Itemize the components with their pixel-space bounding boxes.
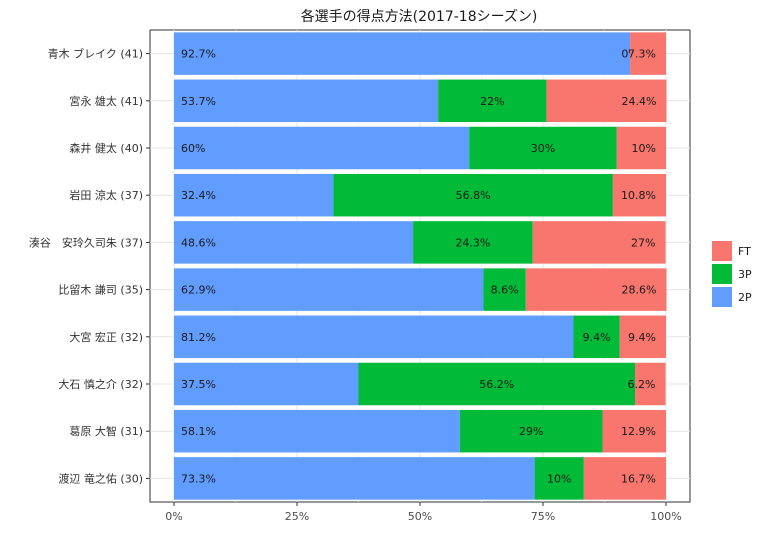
data-label: 27%	[631, 236, 655, 249]
bar-ft	[619, 315, 666, 359]
data-label: 60%	[181, 142, 205, 155]
bar-3p	[483, 268, 526, 311]
category-label: 宮永 雄太 (41)	[69, 94, 143, 108]
data-label: 92.7%	[181, 48, 216, 61]
x-tick-label: 100%	[650, 510, 681, 523]
data-label: 10.8%	[621, 189, 656, 202]
data-label: 24.3%	[455, 236, 490, 249]
bar-2p	[174, 32, 631, 75]
data-label: 7.3%	[628, 48, 656, 61]
category-label: 森井 健太 (40)	[69, 141, 143, 155]
category-label: 渡辺 竜之佑 (30)	[58, 471, 143, 485]
data-label: 22%	[480, 95, 504, 108]
bar-2p	[174, 315, 574, 359]
bars: 92.7%0%7.3%53.7%22%24.4%60%30%10%32.4%56…	[174, 32, 667, 500]
bar-ft	[583, 457, 666, 500]
legend-label: 3P	[738, 268, 752, 281]
bar-2p	[174, 457, 535, 500]
data-label: 10%	[547, 472, 571, 485]
bar-ft	[612, 173, 666, 217]
bar-2p	[174, 126, 470, 170]
data-label: 32.4%	[181, 189, 216, 202]
legend-label: FT	[738, 245, 751, 258]
bar-ft	[532, 221, 666, 264]
bar-3p	[534, 457, 584, 500]
chart-title: 各選手の得点方法(2017-18シーズン)	[301, 8, 538, 25]
bar-3p	[573, 315, 620, 359]
data-label: 30%	[531, 142, 555, 155]
data-label: 29%	[519, 425, 543, 438]
x-tick-label: 50%	[408, 510, 432, 523]
category-label: 大石 慎之介 (32)	[58, 377, 143, 391]
category-label: 比留木 謙司 (35)	[58, 284, 143, 297]
data-label: 53.7%	[181, 95, 216, 108]
bar-2p	[174, 221, 414, 264]
bar-3p	[469, 126, 617, 170]
data-label: 81.2%	[181, 331, 216, 344]
bar-2p	[174, 362, 359, 406]
data-label: 9.4%	[628, 331, 656, 344]
category-label: 大宮 宏正 (32)	[69, 330, 143, 344]
data-label: 9.4%	[583, 331, 611, 344]
bar-3p	[413, 221, 533, 264]
x-axis: 0% 25% 50% 75% 100%	[165, 502, 682, 523]
bar-2p	[174, 79, 439, 123]
legend: FT 3P 2P	[712, 241, 752, 307]
bar-ft	[546, 79, 667, 123]
bar-ft	[616, 126, 666, 170]
legend-key-ft	[712, 241, 732, 261]
x-tick-label: 75%	[531, 510, 555, 523]
x-tick-label: 25%	[285, 510, 309, 523]
data-label: 58.1%	[181, 425, 216, 438]
category-label: 青木 ブレイク (41)	[48, 47, 143, 61]
data-label: 48.6%	[181, 236, 216, 249]
bar-ft	[635, 362, 666, 406]
legend-label: 2P	[738, 291, 752, 304]
data-label: 16.7%	[621, 472, 656, 485]
data-label: 56.8%	[456, 189, 491, 202]
x-tick-label: 0%	[165, 510, 182, 523]
legend-key-3p	[712, 264, 732, 284]
data-label: 37.5%	[181, 378, 216, 391]
bar-3p	[438, 79, 547, 123]
bar-3p	[358, 362, 636, 406]
bar-ft	[525, 268, 667, 311]
category-labels: 青木 ブレイク (41) 宮永 雄太 (41) 森井 健太 (40) 岩田 涼太 (3…	[29, 47, 150, 485]
data-label: 62.9%	[181, 284, 216, 297]
data-label: 73.3%	[181, 472, 216, 485]
data-label: 8.6%	[491, 284, 519, 297]
bar-ft	[602, 409, 666, 453]
data-label: 24.4%	[622, 95, 657, 108]
data-label: 28.6%	[622, 284, 657, 297]
bar-2p	[174, 173, 334, 217]
bar-2p	[174, 268, 484, 311]
bar-3p	[459, 409, 603, 453]
bar-2p	[174, 409, 460, 453]
category-label: 湊谷 安玲久司朱 (37)	[29, 235, 143, 249]
data-label: 12.9%	[621, 425, 656, 438]
bar-3p	[333, 173, 613, 217]
bar-ft	[630, 32, 666, 75]
data-label: 56.2%	[479, 378, 514, 391]
legend-key-2p	[712, 287, 732, 307]
category-label: 岩田 涼太 (37)	[69, 188, 143, 202]
category-label: 葛原 大智 (31)	[69, 424, 143, 438]
data-label: 6.2%	[628, 378, 656, 391]
data-label: 10%	[632, 142, 656, 155]
